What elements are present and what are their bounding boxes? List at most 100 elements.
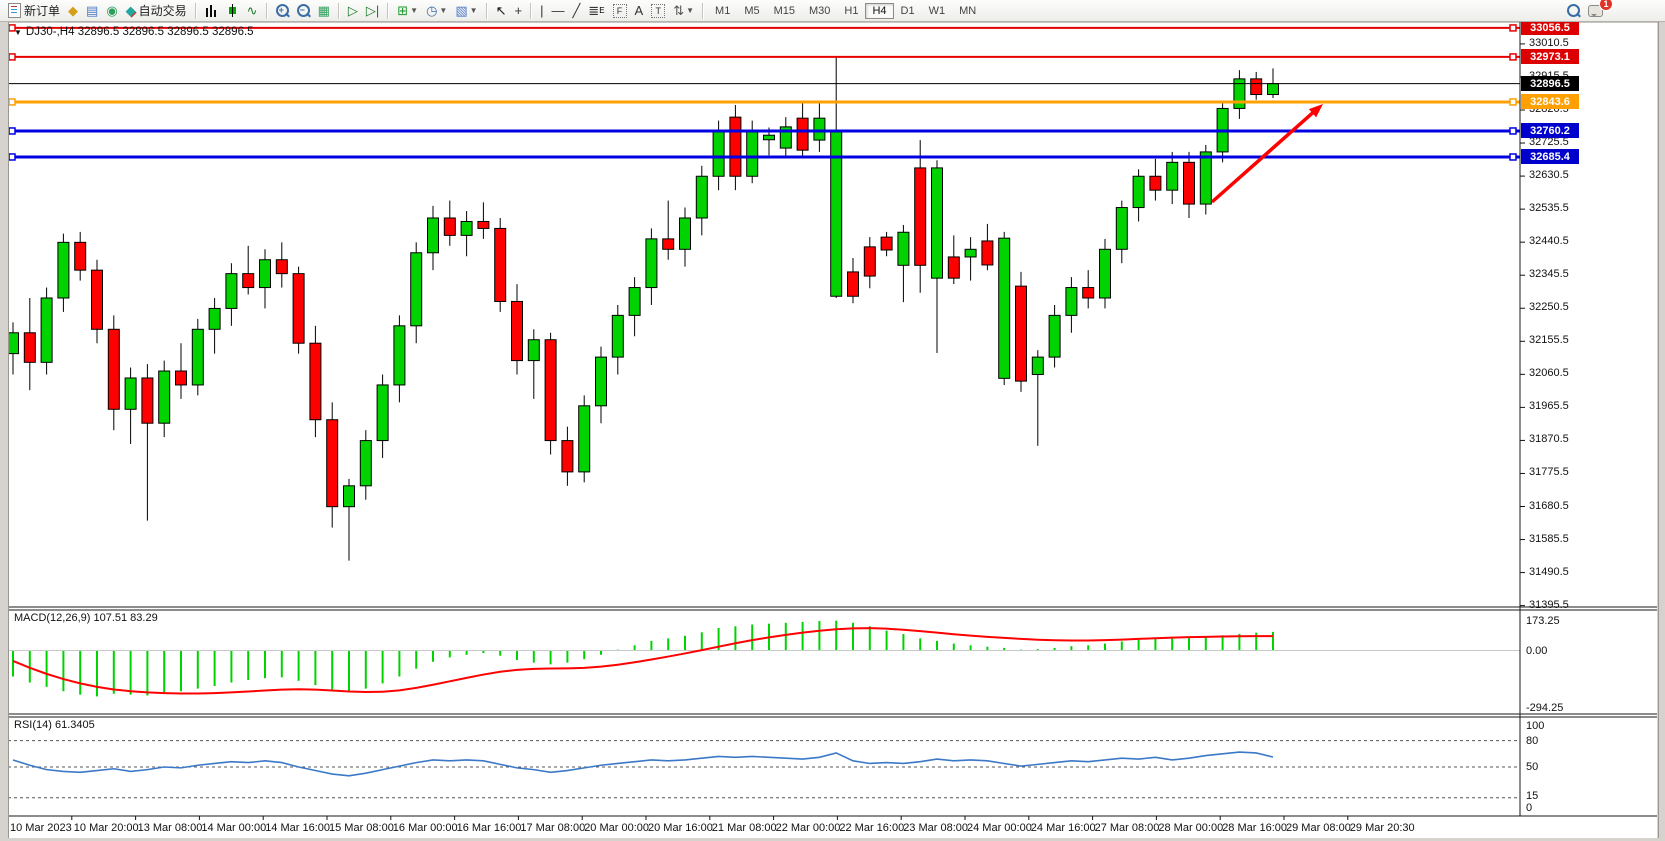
candle-body xyxy=(779,126,792,149)
time-axis-label: 24 Mar 00:00 xyxy=(967,822,1032,834)
candle-body xyxy=(359,440,372,487)
chat-icon[interactable]: 1 xyxy=(1585,0,1613,21)
timeframe-button-m5[interactable]: M5 xyxy=(744,4,760,17)
line-anchor-handle xyxy=(1509,53,1517,61)
line-chart-icon[interactable]: ∿ xyxy=(244,1,261,21)
timeframe-button-m30[interactable]: M30 xyxy=(809,4,831,17)
add-indicator-icon[interactable]: ⊞ ▼ xyxy=(394,1,421,21)
time-axis-label: 24 Mar 16:00 xyxy=(1030,822,1096,834)
candlestick-chart-icon[interactable] xyxy=(223,1,242,21)
text-label-icon[interactable]: T xyxy=(648,1,668,21)
timeframe-button-m15[interactable]: M15 xyxy=(773,4,795,17)
candle-body xyxy=(1031,356,1044,376)
candle-body xyxy=(561,440,574,473)
dropdown-caret-icon[interactable]: ▼ xyxy=(469,6,478,15)
candle-body xyxy=(729,116,742,177)
timeframe-button-d1[interactable]: D1 xyxy=(900,4,915,17)
time-axis-label: 15 Mar 08:00 xyxy=(329,822,394,834)
candle-body xyxy=(914,167,927,266)
dropdown-caret-icon[interactable]: ▼ xyxy=(439,6,448,15)
market-watch-icon[interactable]: ◉ xyxy=(103,1,120,21)
candle-body xyxy=(796,117,809,151)
vertical-line-icon[interactable]: | xyxy=(537,1,546,21)
timeframe-button-w1[interactable]: W1 xyxy=(928,4,946,17)
fibo-grid-icon[interactable]: F xyxy=(610,1,630,21)
rsi-line xyxy=(12,751,1274,777)
candle-body xyxy=(427,217,439,254)
period-clock-icon[interactable]: ◷ ▼ xyxy=(423,1,450,21)
rsi-scale-label: 15 xyxy=(1526,789,1539,802)
new-chart-icon[interactable]: ▤ xyxy=(83,1,101,21)
symbol-dropdown-icon[interactable]: ▼ xyxy=(14,28,22,37)
candle-body xyxy=(1183,161,1195,205)
price-axis-tick-label: 32725.5 xyxy=(1529,136,1569,149)
search-icon[interactable] xyxy=(1564,1,1583,21)
toolbar-separator xyxy=(485,2,488,19)
rsi-scale-label: 100 xyxy=(1526,720,1545,732)
timeframe-button-h4[interactable]: H4 xyxy=(865,2,894,19)
candle-body xyxy=(931,167,943,279)
time-axis-label: 28 Mar 16:00 xyxy=(1222,822,1288,834)
line-chart-icon-glyph: ∿ xyxy=(246,2,258,18)
horizontal-line-icon[interactable]: — xyxy=(548,1,567,21)
candle-body xyxy=(511,300,523,362)
candle-body xyxy=(1048,314,1061,358)
trendline-icon-glyph: ╱ xyxy=(572,2,581,18)
bottom-window-edge xyxy=(0,838,1665,841)
right-window-edge xyxy=(1658,22,1665,841)
trendline-icon[interactable]: ╱ xyxy=(569,1,583,21)
template-chart-icon[interactable]: ▧ ▼ xyxy=(452,1,480,21)
fibonacci-icon[interactable]: ≣ E xyxy=(588,2,605,18)
tile-windows-icon[interactable]: ▦ xyxy=(315,1,333,21)
candle-body xyxy=(326,419,339,508)
candle-body xyxy=(124,377,137,410)
time-axis-label: 22 Mar 00:00 xyxy=(775,822,841,834)
candle-body xyxy=(847,271,859,297)
candle-body xyxy=(1250,78,1263,96)
cursor-icon-glyph: ↖ xyxy=(495,2,507,18)
rsi-scale-label: 50 xyxy=(1526,761,1539,773)
macd-label: MACD(12,26,9) 107.51 83.29 xyxy=(14,612,158,624)
crosshair-icon[interactable]: + xyxy=(511,1,525,21)
arrows-icon[interactable]: ⇅ ▼ xyxy=(670,1,697,21)
text-icon[interactable]: A xyxy=(632,1,647,21)
candle-body xyxy=(259,259,271,289)
dropdown-caret-icon[interactable]: ▼ xyxy=(410,6,419,15)
time-axis-label: 22 Mar 16:00 xyxy=(839,822,905,834)
price-axis-tick-label: 33010.5 xyxy=(1529,36,1569,49)
auto-scroll-icon[interactable]: ▷ xyxy=(345,1,361,21)
algo-trading-button[interactable]: ◆ 自动交易 xyxy=(123,1,190,21)
candle-body xyxy=(494,227,507,302)
chart-shift-icon[interactable]: ▷| xyxy=(363,1,382,21)
candle-body xyxy=(695,175,708,219)
candle-body xyxy=(1166,161,1179,191)
time-axis-label: 20 Mar 00:00 xyxy=(584,822,650,834)
bar-chart-icon[interactable] xyxy=(202,1,221,21)
candle-body xyxy=(981,240,994,266)
candle-body xyxy=(7,332,19,355)
candle-body xyxy=(628,287,641,316)
cursor-icon[interactable]: ↖ xyxy=(493,1,510,21)
candle-body xyxy=(292,273,305,344)
timeframe-button-h1[interactable]: H1 xyxy=(844,4,859,17)
new-order-button[interactable]: 新订单 xyxy=(5,1,63,21)
candle-body xyxy=(410,252,423,327)
zoom-out-icon[interactable]: − xyxy=(294,1,313,21)
time-axis-label: 23 Mar 08:00 xyxy=(903,822,969,834)
new-chart-icon-glyph: ▤ xyxy=(86,2,99,18)
timeframe-button-mn[interactable]: MN xyxy=(959,4,977,17)
dropdown-caret-icon[interactable]: ▼ xyxy=(686,6,695,15)
time-axis-label: 17 Mar 08:00 xyxy=(520,822,586,834)
history-icon[interactable]: ◆ xyxy=(65,1,81,21)
crosshair-icon-glyph: + xyxy=(514,2,523,18)
candle-body xyxy=(544,339,557,442)
zoom-in-icon-glyph: + xyxy=(275,4,289,17)
price-axis-tick-label: 31775.5 xyxy=(1529,466,1569,479)
zoom-in-icon[interactable]: + xyxy=(273,1,292,21)
timeframe-button-m1[interactable]: M1 xyxy=(715,4,731,17)
toolbar-separator xyxy=(337,2,340,19)
candle-body xyxy=(242,273,255,289)
candle-body xyxy=(746,130,759,177)
